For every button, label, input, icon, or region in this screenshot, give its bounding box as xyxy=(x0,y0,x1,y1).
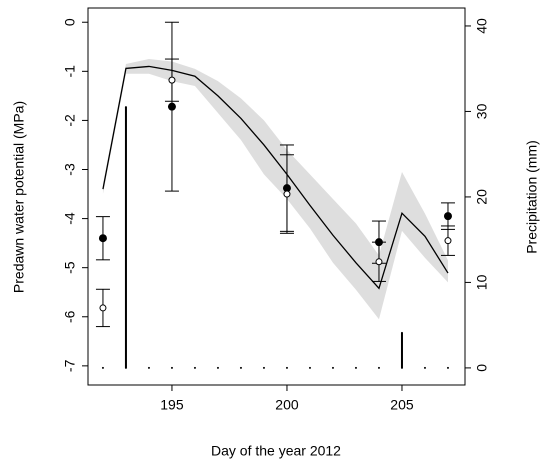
y-axis-label: Predawn water potential (MPa) xyxy=(11,101,27,293)
y-tick-label: 0 xyxy=(62,18,78,26)
observed-point xyxy=(167,102,176,111)
observed-point xyxy=(444,237,452,245)
x-tick-label: 205 xyxy=(390,397,414,413)
y2-tick-label: 40 xyxy=(474,18,490,34)
y-tick-label: -3 xyxy=(62,163,78,176)
y-tick-label: -1 xyxy=(62,65,78,78)
y-tick-label: -7 xyxy=(62,359,78,372)
y-tick-label: -6 xyxy=(62,310,78,323)
y2-tick-label: 10 xyxy=(474,274,490,290)
y-tick-label: -4 xyxy=(62,212,78,225)
y2-tick-label: 20 xyxy=(474,189,490,205)
observed-point xyxy=(99,304,107,312)
x-axis-label: Day of the year 2012 xyxy=(211,443,341,459)
observed-point xyxy=(443,212,452,221)
x-tick-label: 200 xyxy=(275,397,299,413)
observed-point xyxy=(98,234,107,243)
y-tick-label: -2 xyxy=(62,114,78,127)
observed-point xyxy=(168,76,176,84)
model-line xyxy=(102,65,449,290)
y2-tick-label: 0 xyxy=(474,364,490,372)
confidence-band xyxy=(102,59,448,320)
observed-point xyxy=(375,258,383,266)
observed-point xyxy=(283,190,291,198)
y2-axis-label: Precipitation (mm) xyxy=(524,140,540,254)
y-tick-label: -5 xyxy=(62,261,78,274)
x-tick-label: 195 xyxy=(160,397,184,413)
y2-tick-label: 30 xyxy=(474,103,490,119)
